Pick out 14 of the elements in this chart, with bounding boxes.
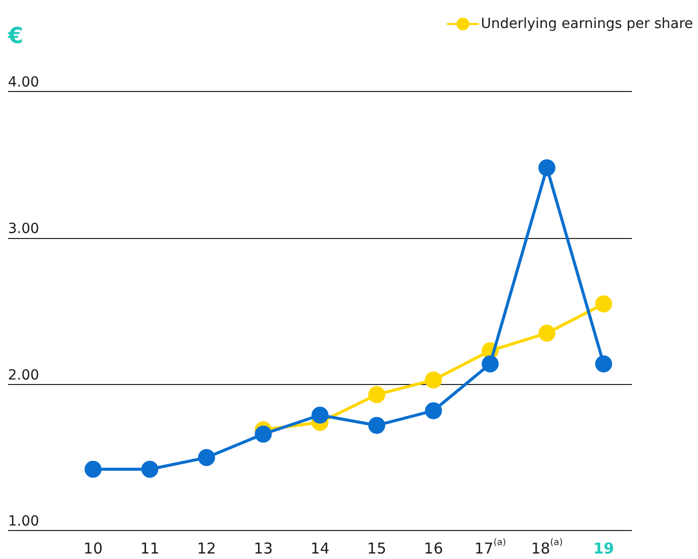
y-tick-label: 3.00 <box>8 221 40 238</box>
legend-label: Underlying earnings per share <box>480 16 694 32</box>
x-tick-label: 10 <box>84 540 103 558</box>
x-tick-label: 14 <box>310 540 330 558</box>
y-tick-label: 1.00 <box>8 514 40 530</box>
y-tick-label: 2.00 <box>8 367 40 384</box>
x-tick-label: 11 <box>140 540 160 558</box>
y-tick-label: 4.00 <box>8 74 40 91</box>
x-tick-label: 12 <box>197 540 216 558</box>
y-axis-title: € <box>7 24 24 50</box>
x-tick-label: 19 <box>593 540 614 558</box>
x-tick-label: 13 <box>254 540 273 558</box>
x-tick-label: 15 <box>367 540 386 558</box>
x-tick-label: 16 <box>424 540 443 558</box>
